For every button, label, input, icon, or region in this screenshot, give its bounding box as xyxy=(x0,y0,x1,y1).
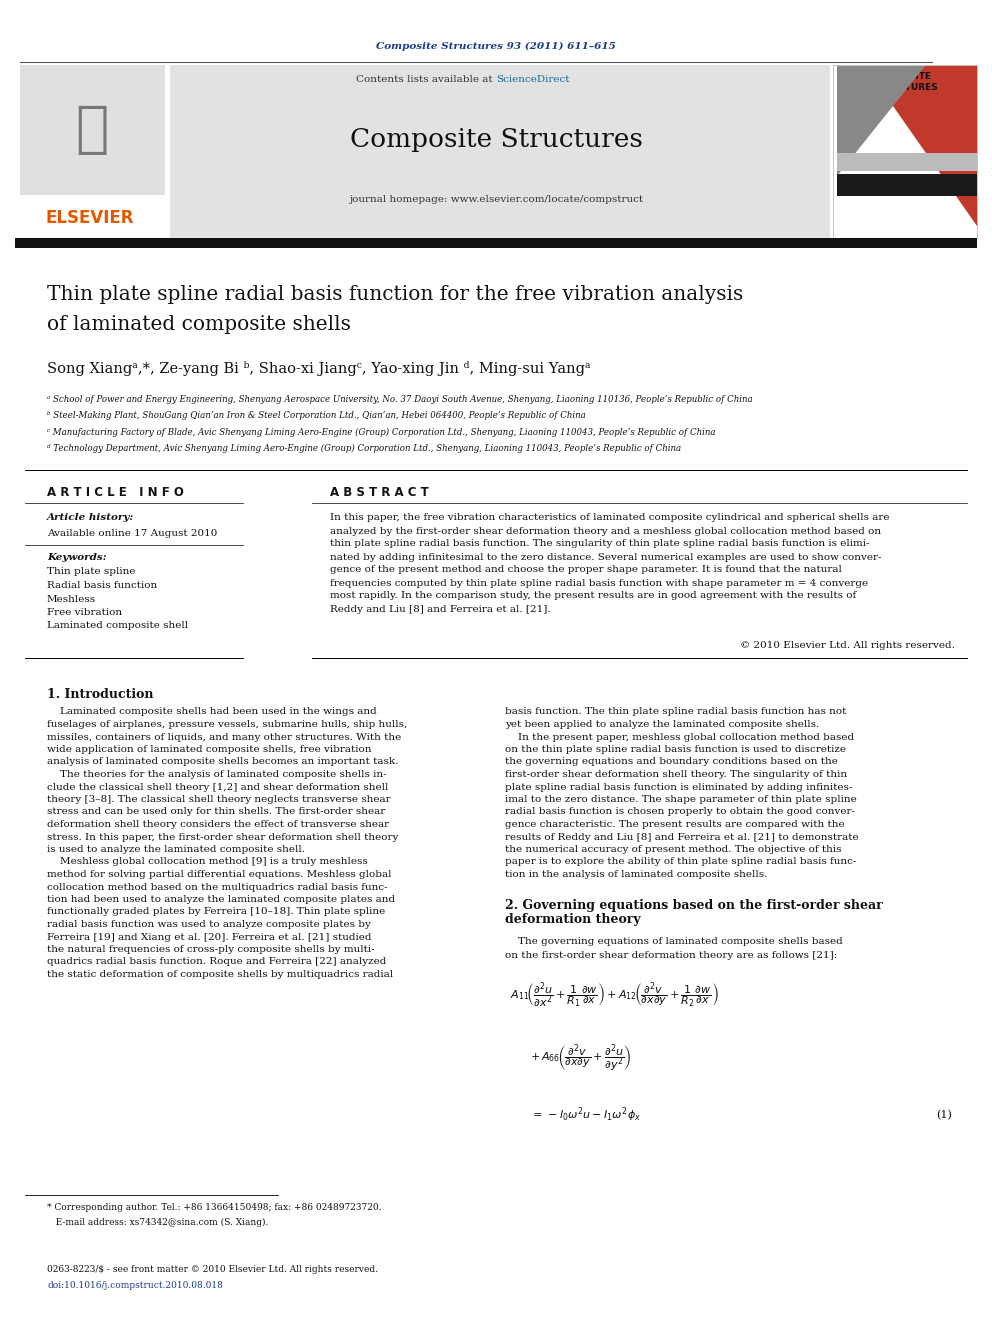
Text: fuselages of airplanes, pressure vessels, submarine hulls, ship hulls,: fuselages of airplanes, pressure vessels… xyxy=(47,720,408,729)
Text: thin plate spline radial basis function. The singularity of thin plate spline ra: thin plate spline radial basis function.… xyxy=(330,540,870,549)
Text: ScienceDirect: ScienceDirect xyxy=(496,75,569,85)
Text: paper is to explore the ability of thin plate spline radial basis func-: paper is to explore the ability of thin … xyxy=(505,857,856,867)
Text: results of Reddy and Liu [8] and Ferreira et al. [21] to demonstrate: results of Reddy and Liu [8] and Ferreir… xyxy=(505,832,859,841)
Text: Laminated composite shell: Laminated composite shell xyxy=(47,622,188,631)
Text: In this paper, the free vibration characteristics of laminated composite cylindr: In this paper, the free vibration charac… xyxy=(330,513,890,523)
Polygon shape xyxy=(837,66,925,176)
Text: on the first-order shear deformation theory are as follows [21]:: on the first-order shear deformation the… xyxy=(505,950,837,959)
Text: wide application of laminated composite shells, free vibration: wide application of laminated composite … xyxy=(47,745,371,754)
Text: tion in the analysis of laminated composite shells.: tion in the analysis of laminated compos… xyxy=(505,871,768,878)
Text: plate spline radial basis function is eliminated by adding infinites-: plate spline radial basis function is el… xyxy=(505,782,852,791)
Text: ᵇ Steel-Making Plant, ShouGang Qian’an Iron & Steel Corporation Ltd., Qian’an, H: ᵇ Steel-Making Plant, ShouGang Qian’an I… xyxy=(47,411,585,421)
Text: imal to the zero distance. The shape parameter of thin plate spline: imal to the zero distance. The shape par… xyxy=(505,795,857,804)
Text: 0263-8223/$ - see front matter © 2010 Elsevier Ltd. All rights reserved.: 0263-8223/$ - see front matter © 2010 El… xyxy=(47,1266,378,1274)
Text: Article history:: Article history: xyxy=(47,513,134,523)
Text: yet been applied to analyze the laminated composite shells.: yet been applied to analyze the laminate… xyxy=(505,720,819,729)
Text: In the present paper, meshless global collocation method based: In the present paper, meshless global co… xyxy=(505,733,854,741)
Text: clude the classical shell theory [1,2] and shear deformation shell: clude the classical shell theory [1,2] a… xyxy=(47,782,389,791)
Text: deformation shell theory considers the effect of transverse shear: deformation shell theory considers the e… xyxy=(47,820,389,830)
Text: ELSEVIER: ELSEVIER xyxy=(46,209,134,228)
Text: ᵃ School of Power and Energy Engineering, Shenyang Aerospace University, No. 37 : ᵃ School of Power and Energy Engineering… xyxy=(47,396,753,405)
Bar xyxy=(20,65,165,194)
Text: quadrics radial basis function. Roque and Ferreira [22] analyzed: quadrics radial basis function. Roque an… xyxy=(47,958,386,967)
Text: Reddy and Liu [8] and Ferreira et al. [21].: Reddy and Liu [8] and Ferreira et al. [2… xyxy=(330,605,551,614)
Text: most rapidly. In the comparison study, the present results are in good agreement: most rapidly. In the comparison study, t… xyxy=(330,591,856,601)
Text: ᶜ Manufacturing Factory of Blade, Avic Shenyang Liming Aero-Engine (Group) Corpo: ᶜ Manufacturing Factory of Blade, Avic S… xyxy=(47,427,715,437)
Text: $=\,-I_0\omega^2 u - I_1\omega^2\phi_x$: $=\,-I_0\omega^2 u - I_1\omega^2\phi_x$ xyxy=(530,1106,641,1125)
Text: the static deformation of composite shells by multiquadrics radial: the static deformation of composite shel… xyxy=(47,970,393,979)
Bar xyxy=(837,175,977,196)
Text: missiles, containers of liquids, and many other structures. With the: missiles, containers of liquids, and man… xyxy=(47,733,401,741)
Text: Meshless global collocation method [9] is a truly meshless: Meshless global collocation method [9] i… xyxy=(47,857,368,867)
Text: first-order shear deformation shell theory. The singularity of thin: first-order shear deformation shell theo… xyxy=(505,770,847,779)
Text: deformation theory: deformation theory xyxy=(505,913,641,926)
Text: $+\,A_{66}\!\left(\dfrac{\partial^2 v}{\partial x\partial y}+\dfrac{\partial^2 u: $+\,A_{66}\!\left(\dfrac{\partial^2 v}{\… xyxy=(530,1043,632,1074)
Text: Song Xiangᵃ,*, Ze-yang Bi ᵇ, Shao-xi Jiangᶜ, Yao-xing Jin ᵈ, Ming-sui Yangᵃ: Song Xiangᵃ,*, Ze-yang Bi ᵇ, Shao-xi Jia… xyxy=(47,360,590,376)
Text: Meshless: Meshless xyxy=(47,594,96,603)
Bar xyxy=(15,65,170,235)
Text: Available online 17 August 2010: Available online 17 August 2010 xyxy=(47,528,217,537)
Text: frequencies computed by thin plate spline radial basis function with shape param: frequencies computed by thin plate splin… xyxy=(330,578,868,587)
Text: the governing equations and boundary conditions based on the: the governing equations and boundary con… xyxy=(505,758,838,766)
Text: stress and can be used only for thin shells. The first-order shear: stress and can be used only for thin she… xyxy=(47,807,385,816)
Text: journal homepage: www.elsevier.com/locate/compstruct: journal homepage: www.elsevier.com/locat… xyxy=(349,196,643,205)
Text: E-mail address: xs74342@sina.com (S. Xiang).: E-mail address: xs74342@sina.com (S. Xia… xyxy=(47,1217,269,1226)
Text: 🌲: 🌲 xyxy=(75,103,109,157)
Text: stress. In this paper, the first-order shear deformation shell theory: stress. In this paper, the first-order s… xyxy=(47,832,399,841)
Bar xyxy=(170,65,830,238)
Text: basis function. The thin plate spline radial basis function has not: basis function. The thin plate spline ra… xyxy=(505,708,846,717)
Text: radial basis function is chosen properly to obtain the good conver-: radial basis function is chosen properly… xyxy=(505,807,855,816)
Text: the natural frequencies of cross-ply composite shells by multi-: the natural frequencies of cross-ply com… xyxy=(47,945,375,954)
Text: The governing equations of laminated composite shells based: The governing equations of laminated com… xyxy=(505,938,843,946)
Bar xyxy=(15,238,977,247)
Text: 2. Governing equations based on the first-order shear: 2. Governing equations based on the firs… xyxy=(505,898,883,912)
Text: ᵈ Technology Department, Avic Shenyang Liming Aero-Engine (Group) Corporation Lt: ᵈ Technology Department, Avic Shenyang L… xyxy=(47,443,682,452)
Bar xyxy=(837,153,977,171)
Text: © 2010 Elsevier Ltd. All rights reserved.: © 2010 Elsevier Ltd. All rights reserved… xyxy=(740,640,955,650)
Text: Laminated composite shells had been used in the wings and: Laminated composite shells had been used… xyxy=(47,708,377,717)
Text: Keywords:: Keywords: xyxy=(47,553,106,562)
Text: is used to analyze the laminated composite shell.: is used to analyze the laminated composi… xyxy=(47,845,305,855)
Text: method for solving partial differential equations. Meshless global: method for solving partial differential … xyxy=(47,871,392,878)
Text: The theories for the analysis of laminated composite shells in-: The theories for the analysis of laminat… xyxy=(47,770,387,779)
Text: $A_{11}\!\left(\dfrac{\partial^2 u}{\partial x^2}+\dfrac{1}{R_1}\dfrac{\partial : $A_{11}\!\left(\dfrac{\partial^2 u}{\par… xyxy=(510,980,719,1009)
Text: analyzed by the first-order shear deformation theory and a meshless global collo: analyzed by the first-order shear deform… xyxy=(330,527,881,536)
Text: COMPOSITE
STRUCTURES: COMPOSITE STRUCTURES xyxy=(872,73,938,91)
Text: radial basis function was used to analyze composite plates by: radial basis function was used to analyz… xyxy=(47,919,371,929)
Text: on the thin plate spline radial basis function is used to discretize: on the thin plate spline radial basis fu… xyxy=(505,745,846,754)
Text: tion had been used to analyze the laminated composite plates and: tion had been used to analyze the lamina… xyxy=(47,894,395,904)
Text: the numerical accuracy of present method. The objective of this: the numerical accuracy of present method… xyxy=(505,845,841,855)
Text: collocation method based on the multiquadrics radial basis func-: collocation method based on the multiqua… xyxy=(47,882,388,892)
Polygon shape xyxy=(865,66,977,226)
Text: functionally graded plates by Ferreira [10–18]. Thin plate spline: functionally graded plates by Ferreira [… xyxy=(47,908,385,917)
Text: analysis of laminated composite shells becomes an important task.: analysis of laminated composite shells b… xyxy=(47,758,399,766)
Text: Composite Structures: Composite Structures xyxy=(349,127,643,152)
Text: A R T I C L E   I N F O: A R T I C L E I N F O xyxy=(47,486,184,499)
Text: Thin plate spline radial basis function for the free vibration analysis: Thin plate spline radial basis function … xyxy=(47,286,743,304)
Text: Free vibration: Free vibration xyxy=(47,609,122,617)
Text: Thin plate spline: Thin plate spline xyxy=(47,568,136,577)
Text: (1): (1) xyxy=(936,1110,952,1121)
Text: Radial basis function: Radial basis function xyxy=(47,581,158,590)
Text: doi:10.1016/j.compstruct.2010.08.018: doi:10.1016/j.compstruct.2010.08.018 xyxy=(47,1281,223,1290)
Text: of laminated composite shells: of laminated composite shells xyxy=(47,315,351,335)
Text: Composite Structures 93 (2011) 611–615: Composite Structures 93 (2011) 611–615 xyxy=(376,41,616,50)
Text: gence of the present method and choose the proper shape parameter. It is found t: gence of the present method and choose t… xyxy=(330,565,842,574)
Text: gence characteristic. The present results are compared with the: gence characteristic. The present result… xyxy=(505,820,844,830)
Bar xyxy=(833,65,977,238)
Text: theory [3–8]. The classical shell theory neglects transverse shear: theory [3–8]. The classical shell theory… xyxy=(47,795,391,804)
Text: Contents lists available at: Contents lists available at xyxy=(356,75,496,85)
Text: * Corresponding author. Tel.: +86 13664150498; fax: +86 02489723720.: * Corresponding author. Tel.: +86 136641… xyxy=(47,1204,382,1212)
Text: A B S T R A C T: A B S T R A C T xyxy=(330,486,429,499)
Text: 1. Introduction: 1. Introduction xyxy=(47,688,154,701)
Text: Ferreira [19] and Xiang et al. [20]. Ferreira et al. [21] studied: Ferreira [19] and Xiang et al. [20]. Fer… xyxy=(47,933,371,942)
Text: nated by adding infinitesimal to the zero distance. Several numerical examples a: nated by adding infinitesimal to the zer… xyxy=(330,553,882,561)
